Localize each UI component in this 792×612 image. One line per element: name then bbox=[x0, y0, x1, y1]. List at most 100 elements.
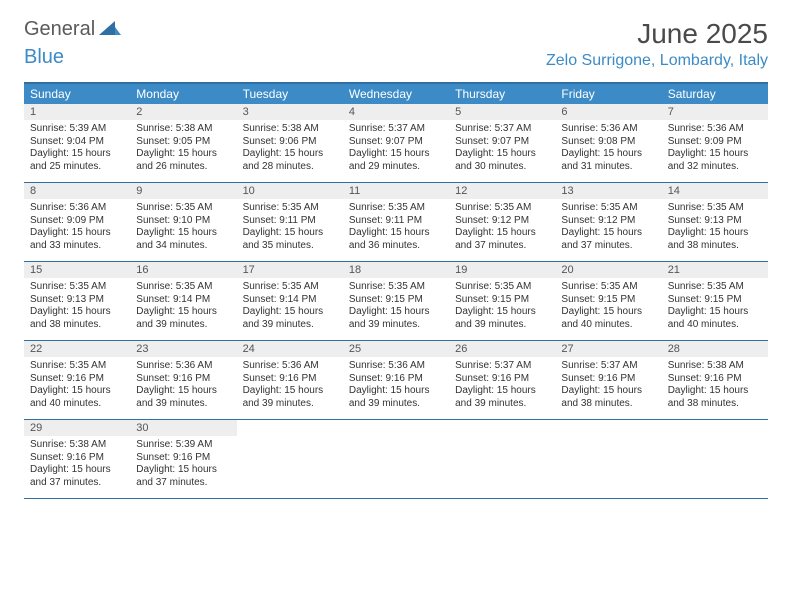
title-block: June 2025 Zelo Surrigone, Lombardy, Ital… bbox=[546, 18, 768, 70]
day-number: 15 bbox=[24, 262, 130, 278]
day-details: Sunrise: 5:36 AMSunset: 9:09 PMDaylight:… bbox=[662, 120, 768, 177]
day-details: Sunrise: 5:35 AMSunset: 9:15 PMDaylight:… bbox=[662, 278, 768, 335]
calendar-day: 1Sunrise: 5:39 AMSunset: 9:04 PMDaylight… bbox=[24, 104, 130, 182]
calendar-day: 28Sunrise: 5:38 AMSunset: 9:16 PMDayligh… bbox=[662, 341, 768, 419]
calendar: SundayMondayTuesdayWednesdayThursdayFrid… bbox=[24, 82, 768, 499]
daylight-line: Daylight: 15 hours and 28 minutes. bbox=[243, 148, 337, 173]
calendar-day: 5Sunrise: 5:37 AMSunset: 9:07 PMDaylight… bbox=[449, 104, 555, 182]
calendar-day: 4Sunrise: 5:37 AMSunset: 9:07 PMDaylight… bbox=[343, 104, 449, 182]
day-details: Sunrise: 5:39 AMSunset: 9:16 PMDaylight:… bbox=[130, 436, 236, 493]
day-number: 1 bbox=[24, 104, 130, 120]
sunrise-line: Sunrise: 5:35 AM bbox=[136, 281, 230, 294]
daylight-line: Daylight: 15 hours and 33 minutes. bbox=[30, 227, 124, 252]
day-number: 23 bbox=[130, 341, 236, 357]
page-title: June 2025 bbox=[546, 18, 768, 50]
sunrise-line: Sunrise: 5:35 AM bbox=[561, 281, 655, 294]
day-details: Sunrise: 5:36 AMSunset: 9:08 PMDaylight:… bbox=[555, 120, 661, 177]
sunset-line: Sunset: 9:16 PM bbox=[136, 373, 230, 386]
sunset-line: Sunset: 9:13 PM bbox=[30, 294, 124, 307]
sunrise-line: Sunrise: 5:37 AM bbox=[455, 123, 549, 136]
weekday-header: Monday bbox=[130, 84, 236, 104]
day-number: 13 bbox=[555, 183, 661, 199]
daylight-line: Daylight: 15 hours and 38 minutes. bbox=[668, 227, 762, 252]
day-number: 7 bbox=[662, 104, 768, 120]
calendar-week: 15Sunrise: 5:35 AMSunset: 9:13 PMDayligh… bbox=[24, 262, 768, 341]
day-number: 16 bbox=[130, 262, 236, 278]
calendar-week: 29Sunrise: 5:38 AMSunset: 9:16 PMDayligh… bbox=[24, 420, 768, 499]
day-number: 19 bbox=[449, 262, 555, 278]
daylight-line: Daylight: 15 hours and 32 minutes. bbox=[668, 148, 762, 173]
weekday-header: Thursday bbox=[449, 84, 555, 104]
day-details: Sunrise: 5:39 AMSunset: 9:04 PMDaylight:… bbox=[24, 120, 130, 177]
sunrise-line: Sunrise: 5:35 AM bbox=[349, 281, 443, 294]
day-details: Sunrise: 5:35 AMSunset: 9:11 PMDaylight:… bbox=[237, 199, 343, 256]
sunrise-line: Sunrise: 5:35 AM bbox=[243, 281, 337, 294]
calendar-day: 20Sunrise: 5:35 AMSunset: 9:15 PMDayligh… bbox=[555, 262, 661, 340]
calendar-day: 14Sunrise: 5:35 AMSunset: 9:13 PMDayligh… bbox=[662, 183, 768, 261]
calendar-day: 21Sunrise: 5:35 AMSunset: 9:15 PMDayligh… bbox=[662, 262, 768, 340]
weekday-header: Wednesday bbox=[343, 84, 449, 104]
day-number: 18 bbox=[343, 262, 449, 278]
sunrise-line: Sunrise: 5:37 AM bbox=[349, 123, 443, 136]
sunrise-line: Sunrise: 5:36 AM bbox=[349, 360, 443, 373]
logo-text-general: General bbox=[24, 18, 95, 41]
weekday-header: Saturday bbox=[662, 84, 768, 104]
day-number: 21 bbox=[662, 262, 768, 278]
day-number: 8 bbox=[24, 183, 130, 199]
day-details: Sunrise: 5:37 AMSunset: 9:16 PMDaylight:… bbox=[449, 357, 555, 414]
day-number: 27 bbox=[555, 341, 661, 357]
sunrise-line: Sunrise: 5:35 AM bbox=[30, 281, 124, 294]
calendar-day: 10Sunrise: 5:35 AMSunset: 9:11 PMDayligh… bbox=[237, 183, 343, 261]
sunrise-line: Sunrise: 5:35 AM bbox=[668, 281, 762, 294]
day-number: 10 bbox=[237, 183, 343, 199]
day-number: 12 bbox=[449, 183, 555, 199]
daylight-line: Daylight: 15 hours and 37 minutes. bbox=[455, 227, 549, 252]
day-number: 11 bbox=[343, 183, 449, 199]
calendar-day: 29Sunrise: 5:38 AMSunset: 9:16 PMDayligh… bbox=[24, 420, 130, 498]
day-number: 28 bbox=[662, 341, 768, 357]
sunrise-line: Sunrise: 5:36 AM bbox=[243, 360, 337, 373]
sunset-line: Sunset: 9:04 PM bbox=[30, 136, 124, 149]
sunrise-line: Sunrise: 5:38 AM bbox=[668, 360, 762, 373]
sunrise-line: Sunrise: 5:38 AM bbox=[136, 123, 230, 136]
sunrise-line: Sunrise: 5:39 AM bbox=[30, 123, 124, 136]
sunrise-line: Sunrise: 5:38 AM bbox=[30, 439, 124, 452]
calendar-day: 27Sunrise: 5:37 AMSunset: 9:16 PMDayligh… bbox=[555, 341, 661, 419]
day-number: 5 bbox=[449, 104, 555, 120]
calendar-day: 23Sunrise: 5:36 AMSunset: 9:16 PMDayligh… bbox=[130, 341, 236, 419]
sunset-line: Sunset: 9:14 PM bbox=[136, 294, 230, 307]
calendar-day: 8Sunrise: 5:36 AMSunset: 9:09 PMDaylight… bbox=[24, 183, 130, 261]
calendar-day: 2Sunrise: 5:38 AMSunset: 9:05 PMDaylight… bbox=[130, 104, 236, 182]
daylight-line: Daylight: 15 hours and 39 minutes. bbox=[349, 385, 443, 410]
calendar-week: 22Sunrise: 5:35 AMSunset: 9:16 PMDayligh… bbox=[24, 341, 768, 420]
day-details: Sunrise: 5:35 AMSunset: 9:11 PMDaylight:… bbox=[343, 199, 449, 256]
sunset-line: Sunset: 9:05 PM bbox=[136, 136, 230, 149]
daylight-line: Daylight: 15 hours and 37 minutes. bbox=[136, 464, 230, 489]
calendar-day: 16Sunrise: 5:35 AMSunset: 9:14 PMDayligh… bbox=[130, 262, 236, 340]
sunset-line: Sunset: 9:12 PM bbox=[561, 215, 655, 228]
sunset-line: Sunset: 9:16 PM bbox=[136, 452, 230, 465]
day-number: 9 bbox=[130, 183, 236, 199]
day-details: Sunrise: 5:35 AMSunset: 9:15 PMDaylight:… bbox=[449, 278, 555, 335]
day-number: 20 bbox=[555, 262, 661, 278]
day-number: 3 bbox=[237, 104, 343, 120]
sunrise-line: Sunrise: 5:38 AM bbox=[243, 123, 337, 136]
sunrise-line: Sunrise: 5:35 AM bbox=[136, 202, 230, 215]
sunset-line: Sunset: 9:11 PM bbox=[243, 215, 337, 228]
logo-triangle-icon bbox=[99, 19, 121, 40]
day-number: 22 bbox=[24, 341, 130, 357]
day-details: Sunrise: 5:35 AMSunset: 9:12 PMDaylight:… bbox=[449, 199, 555, 256]
daylight-line: Daylight: 15 hours and 39 minutes. bbox=[243, 306, 337, 331]
daylight-line: Daylight: 15 hours and 37 minutes. bbox=[30, 464, 124, 489]
daylight-line: Daylight: 15 hours and 30 minutes. bbox=[455, 148, 549, 173]
calendar-day: 15Sunrise: 5:35 AMSunset: 9:13 PMDayligh… bbox=[24, 262, 130, 340]
daylight-line: Daylight: 15 hours and 37 minutes. bbox=[561, 227, 655, 252]
sunset-line: Sunset: 9:16 PM bbox=[668, 373, 762, 386]
logo-text-blue: Blue bbox=[24, 46, 64, 68]
day-details: Sunrise: 5:36 AMSunset: 9:09 PMDaylight:… bbox=[24, 199, 130, 256]
day-details: Sunrise: 5:38 AMSunset: 9:05 PMDaylight:… bbox=[130, 120, 236, 177]
calendar-day: 9Sunrise: 5:35 AMSunset: 9:10 PMDaylight… bbox=[130, 183, 236, 261]
sunset-line: Sunset: 9:15 PM bbox=[668, 294, 762, 307]
sunset-line: Sunset: 9:16 PM bbox=[561, 373, 655, 386]
calendar-day: 18Sunrise: 5:35 AMSunset: 9:15 PMDayligh… bbox=[343, 262, 449, 340]
